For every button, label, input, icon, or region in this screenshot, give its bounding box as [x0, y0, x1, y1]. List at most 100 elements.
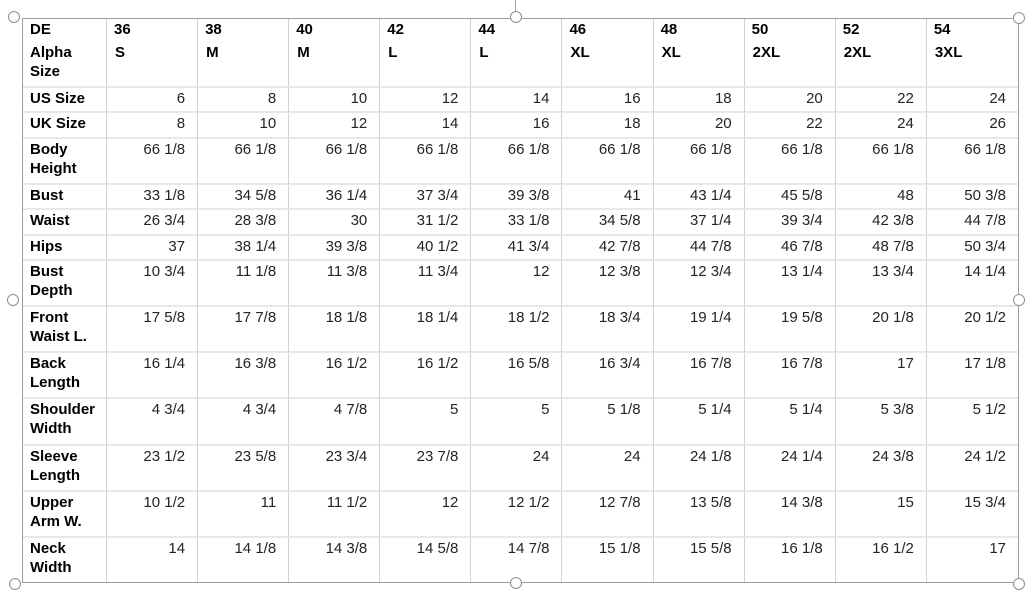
value-cell[interactable]: 12 [380, 88, 472, 114]
value-cell[interactable]: 24 3/8 [835, 445, 927, 492]
value-cell[interactable]: 16 3/8 [198, 353, 290, 400]
value-cell[interactable]: 5 3/8 [835, 399, 927, 446]
value-cell[interactable]: 18 1/2 [471, 306, 563, 354]
value-cell[interactable]: 18 3/4 [562, 306, 654, 354]
value-cell[interactable]: 4 7/8 [289, 399, 381, 446]
value-cell[interactable]: 24 1/4 [744, 445, 836, 492]
value-cell[interactable]: 39 3/8 [471, 184, 563, 211]
value-cell[interactable]: 12 3/8 [562, 260, 654, 307]
resize-handle-bottom-center[interactable] [510, 577, 522, 589]
row-label-cell[interactable]: Alpha Size [23, 42, 107, 89]
value-cell[interactable]: 24 1/2 [926, 445, 1018, 492]
value-cell[interactable]: 10 3/4 [107, 260, 199, 307]
value-cell[interactable]: 66 1/8 [107, 138, 199, 185]
value-cell[interactable]: 14 [471, 88, 563, 114]
value-cell[interactable]: 45 5/8 [744, 184, 836, 211]
value-cell[interactable]: 11 [198, 491, 290, 538]
value-cell[interactable]: 20 [744, 88, 836, 114]
value-cell[interactable]: 37 [107, 235, 199, 261]
value-cell[interactable]: S [107, 42, 199, 89]
value-cell[interactable]: 24 [471, 445, 563, 492]
value-cell[interactable]: 44 7/8 [926, 210, 1018, 236]
value-cell[interactable]: 5 1/4 [653, 399, 745, 446]
value-cell[interactable]: 50 3/8 [926, 184, 1018, 211]
value-cell[interactable]: 12 3/4 [653, 260, 745, 307]
value-cell[interactable]: 66 1/8 [562, 138, 654, 185]
value-cell[interactable]: 18 [653, 88, 745, 114]
value-cell[interactable]: 16 [471, 113, 563, 139]
value-cell[interactable]: 3XL [926, 42, 1018, 89]
value-cell[interactable]: 12 [289, 113, 381, 139]
value-cell[interactable]: 30 [289, 210, 381, 236]
value-cell[interactable]: 24 [926, 88, 1018, 114]
value-cell[interactable]: 5 1/2 [926, 399, 1018, 446]
column-header-cell[interactable]: 42 [380, 19, 472, 42]
row-label-cell[interactable]: DE [23, 19, 107, 42]
column-header-cell[interactable]: 52 [835, 19, 927, 42]
value-cell[interactable]: 14 5/8 [380, 537, 472, 582]
value-cell[interactable]: 16 7/8 [653, 353, 745, 400]
value-cell[interactable]: 16 [562, 88, 654, 114]
resize-handle-top-center[interactable] [510, 11, 522, 23]
value-cell[interactable]: 34 5/8 [198, 184, 290, 211]
value-cell[interactable]: 5 1/8 [562, 399, 654, 446]
value-cell[interactable]: 11 3/4 [380, 260, 472, 307]
value-cell[interactable]: 10 1/2 [107, 491, 199, 538]
value-cell[interactable]: 42 7/8 [562, 235, 654, 261]
row-label-cell[interactable]: Bust Depth [23, 260, 107, 307]
value-cell[interactable]: 18 1/8 [289, 306, 381, 354]
value-cell[interactable]: 17 1/8 [926, 353, 1018, 400]
value-cell[interactable]: 17 5/8 [107, 306, 199, 354]
value-cell[interactable]: 15 3/4 [926, 491, 1018, 538]
value-cell[interactable]: 16 7/8 [744, 353, 836, 400]
value-cell[interactable]: 66 1/8 [380, 138, 472, 185]
value-cell[interactable]: 36 1/4 [289, 184, 381, 211]
value-cell[interactable]: 19 1/4 [653, 306, 745, 354]
value-cell[interactable]: L [380, 42, 472, 89]
value-cell[interactable]: 48 7/8 [835, 235, 927, 261]
value-cell[interactable]: 28 3/8 [198, 210, 290, 236]
column-header-cell[interactable]: 40 [289, 19, 381, 42]
value-cell[interactable]: 39 3/4 [744, 210, 836, 236]
row-label-cell[interactable]: Bust [23, 184, 107, 211]
value-cell[interactable]: 66 1/8 [653, 138, 745, 185]
value-cell[interactable]: 10 [198, 113, 290, 139]
value-cell[interactable]: 66 1/8 [198, 138, 290, 185]
value-cell[interactable]: 23 3/4 [289, 445, 381, 492]
value-cell[interactable]: 14 [380, 113, 472, 139]
value-cell[interactable]: 16 1/2 [380, 353, 472, 400]
value-cell[interactable]: 37 1/4 [653, 210, 745, 236]
value-cell[interactable]: 15 1/8 [562, 537, 654, 582]
value-cell[interactable]: 15 [835, 491, 927, 538]
value-cell[interactable]: 17 [835, 353, 927, 400]
value-cell[interactable]: 24 1/8 [653, 445, 745, 492]
value-cell[interactable]: 24 [562, 445, 654, 492]
resize-handle-top-right[interactable] [1013, 12, 1025, 24]
value-cell[interactable]: 23 5/8 [198, 445, 290, 492]
value-cell[interactable]: 4 3/4 [198, 399, 290, 446]
row-label-cell[interactable]: US Size [23, 88, 107, 114]
row-label-cell[interactable]: Front Waist L. [23, 306, 107, 354]
resize-handle-top-left[interactable] [8, 11, 20, 23]
value-cell[interactable]: 11 1/2 [289, 491, 381, 538]
value-cell[interactable]: 14 1/4 [926, 260, 1018, 307]
value-cell[interactable]: 19 5/8 [744, 306, 836, 354]
row-label-cell[interactable]: Body Height [23, 138, 107, 185]
row-label-cell[interactable]: Neck Width [23, 537, 107, 582]
value-cell[interactable]: 13 5/8 [653, 491, 745, 538]
value-cell[interactable]: 20 1/2 [926, 306, 1018, 354]
value-cell[interactable]: XL [653, 42, 745, 89]
value-cell[interactable]: 24 [835, 113, 927, 139]
value-cell[interactable]: 8 [198, 88, 290, 114]
value-cell[interactable]: 12 7/8 [562, 491, 654, 538]
value-cell[interactable]: 16 5/8 [471, 353, 563, 400]
value-cell[interactable]: 48 [835, 184, 927, 211]
value-cell[interactable]: 22 [744, 113, 836, 139]
resize-handle-middle-left[interactable] [7, 294, 19, 306]
value-cell[interactable]: 23 1/2 [107, 445, 199, 492]
value-cell[interactable]: 5 1/4 [744, 399, 836, 446]
value-cell[interactable]: 46 7/8 [744, 235, 836, 261]
value-cell[interactable]: 11 1/8 [198, 260, 290, 307]
value-cell[interactable]: 11 3/8 [289, 260, 381, 307]
value-cell[interactable]: 40 1/2 [380, 235, 472, 261]
